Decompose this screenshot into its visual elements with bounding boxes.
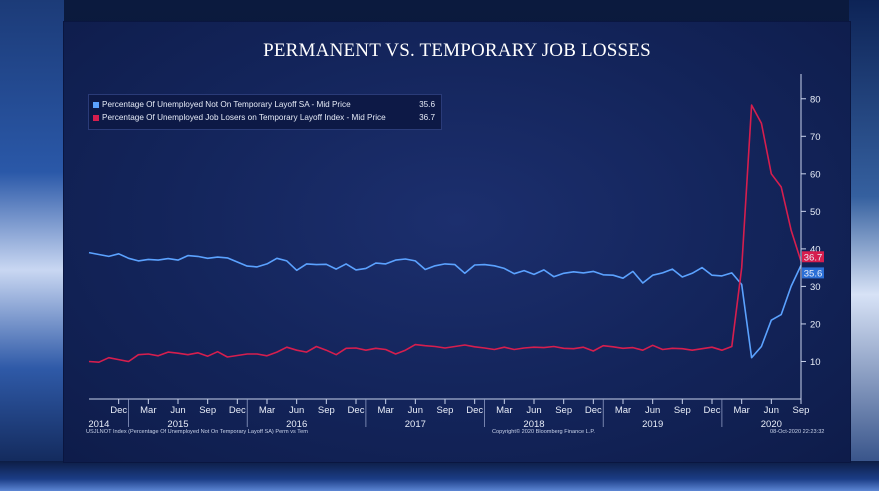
x-tick-label: Jun: [289, 405, 304, 416]
y-tick-label: 30: [810, 282, 821, 293]
footer-source: USJLNOT Index (Percentage Of Unemployed …: [86, 429, 308, 435]
last-value-text-temporary: 36.7: [804, 252, 823, 263]
series-line-permanent: [88, 251, 802, 359]
x-tick-label: Jun: [526, 405, 541, 416]
x-tick-label: Jun: [645, 405, 660, 416]
footer-copyright: Copyright© 2020 Bloomberg Finance L.P.: [492, 429, 595, 435]
last-value-tag-temporary: [802, 251, 824, 263]
x-year-label: 2016: [286, 419, 307, 430]
x-tick-label: Dec: [704, 405, 721, 416]
x-tick-label: Dec: [229, 405, 246, 416]
x-year-label: 2018: [523, 419, 544, 430]
x-tick-label: Sep: [793, 405, 810, 416]
x-tick-label: Dec: [585, 405, 602, 416]
x-tick-label: Mar: [140, 405, 156, 416]
x-tick-label: Sep: [318, 405, 335, 416]
y-tick-label: 60: [810, 169, 821, 180]
x-tick-label: Sep: [199, 405, 216, 416]
y-tick-label: 10: [810, 357, 821, 368]
x-tick-label: Mar: [259, 405, 275, 416]
x-tick-label: Dec: [348, 405, 365, 416]
legend-value-temporary: 36.7: [419, 113, 435, 122]
studio-left-panel: [0, 0, 64, 491]
last-value-text-permanent: 35.6: [804, 268, 823, 279]
x-tick-label: Jun: [408, 405, 423, 416]
y-tick-label: 80: [810, 94, 821, 105]
x-tick-label: Mar: [615, 405, 631, 416]
series-line-temporary: [88, 104, 802, 364]
legend-label-permanent: Percentage Of Unemployed Not On Temporar…: [102, 100, 351, 109]
x-tick-label: Mar: [377, 405, 393, 416]
chart-legend: Percentage Of Unemployed Not On Temporar…: [88, 94, 442, 130]
y-tick-label: 50: [810, 207, 821, 218]
last-value-tag-permanent: [802, 267, 824, 279]
x-tick-label: Sep: [437, 405, 454, 416]
x-tick-label: Dec: [466, 405, 483, 416]
chart-title: PERMANENT VS. TEMPORARY JOB LOSSES: [263, 40, 651, 61]
y-tick-label: 40: [810, 244, 821, 255]
x-tick-label: Jun: [170, 405, 185, 416]
line-chart: 10 20 30 40 50 60 70 80 Dec Mar Jun Sep Dec Mar Jun Sep…: [88, 74, 824, 430]
x-year-label: 2015: [167, 419, 188, 430]
footer-timestamp: 08-Oct-2020 22:23:32: [770, 429, 825, 435]
legend-value-permanent: 35.6: [419, 100, 435, 109]
x-tick-label: Jun: [764, 405, 779, 416]
legend-label-temporary: Percentage Of Unemployed Job Losers on T…: [102, 113, 386, 122]
legend-item-temporary: Percentage Of Unemployed Job Losers on T…: [93, 112, 437, 124]
x-year-label: 2017: [405, 419, 426, 430]
x-tick-label: Mar: [733, 405, 749, 416]
x-tick-label: Sep: [555, 405, 572, 416]
x-year-label: 2019: [642, 419, 663, 430]
y-tick-label: 70: [810, 132, 821, 143]
legend-item-permanent: Percentage Of Unemployed Not On Temporar…: [93, 99, 437, 111]
chart-screen: PERMANENT VS. TEMPORARY JOB LOSSES 10 20 3…: [64, 22, 850, 462]
studio-right-panel: [849, 0, 879, 491]
legend-swatch-temporary: [93, 115, 99, 121]
x-tick-label: Dec: [110, 405, 127, 416]
y-tick-label: 20: [810, 319, 821, 330]
studio-floor: [0, 461, 879, 491]
x-year-label: 2014: [88, 419, 109, 430]
x-tick-label: Sep: [674, 405, 691, 416]
x-tick-label: Mar: [496, 405, 512, 416]
legend-swatch-permanent: [93, 102, 99, 108]
x-year-label: 2020: [761, 419, 782, 430]
